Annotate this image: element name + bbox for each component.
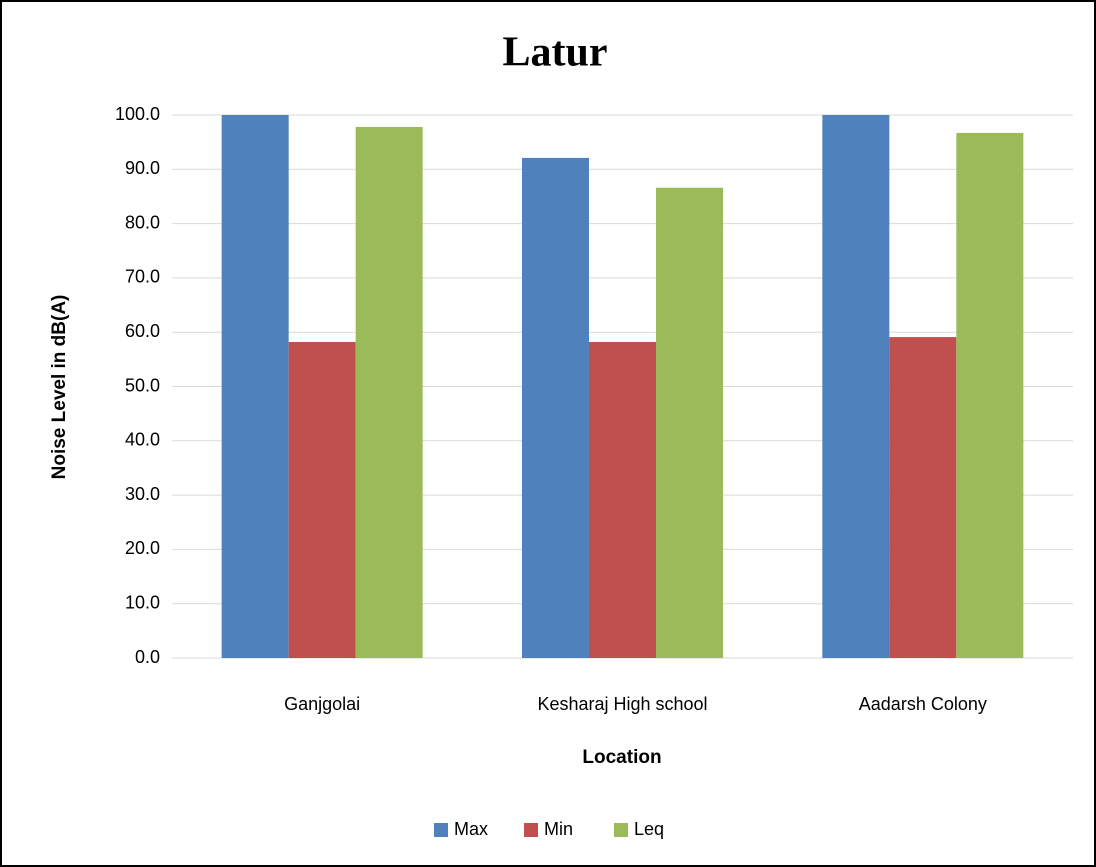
bar <box>822 115 890 658</box>
bar <box>656 187 723 658</box>
x-tick-label: Aadarsh Colony <box>859 694 987 714</box>
y-tick-label: 70.0 <box>125 267 160 287</box>
y-tick-label: 90.0 <box>125 158 160 178</box>
bar <box>956 132 1024 658</box>
y-tick-label: 80.0 <box>125 212 160 232</box>
legend-swatch <box>614 823 628 837</box>
y-tick-label: 40.0 <box>125 430 160 450</box>
y-tick-label: 20.0 <box>125 538 160 558</box>
x-tick-label: Kesharaj High school <box>537 694 707 714</box>
legend-swatch <box>434 823 448 837</box>
x-axis-label: Location <box>582 747 661 768</box>
y-tick-label: 50.0 <box>125 375 160 395</box>
bar <box>288 341 356 658</box>
legend-label: Min <box>544 819 573 839</box>
legend-label: Max <box>454 819 488 839</box>
legend-swatch <box>524 823 538 837</box>
y-tick-label: 100.0 <box>115 104 160 124</box>
x-tick-label: Ganjgolai <box>284 694 360 714</box>
y-axis-label: Noise Level in dB(A) <box>49 295 70 480</box>
bar <box>221 115 289 658</box>
chart-title: Latur <box>503 30 608 76</box>
bar <box>355 126 423 659</box>
bar <box>522 157 589 658</box>
y-tick-label: 30.0 <box>125 484 160 504</box>
y-tick-label: 0.0 <box>135 647 160 667</box>
bar <box>889 337 957 658</box>
bar <box>589 341 656 658</box>
y-tick-label: 10.0 <box>125 592 160 612</box>
y-tick-label: 60.0 <box>125 321 160 341</box>
legend-label: Leq <box>634 819 664 839</box>
